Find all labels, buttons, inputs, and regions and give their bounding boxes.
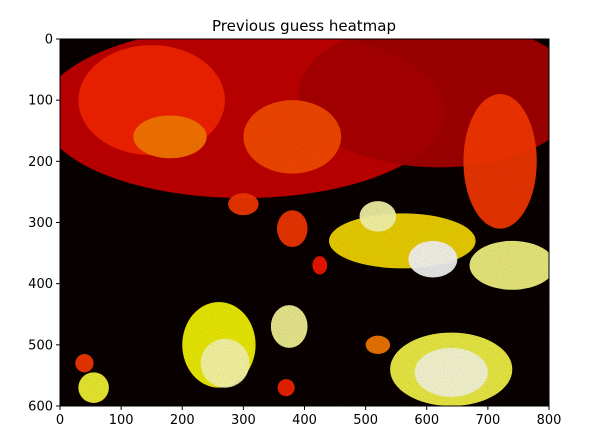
chart-title: Previous guess heatmap: [212, 17, 396, 35]
x-tick-label: 600: [414, 413, 439, 428]
x-tick-label: 300: [231, 413, 256, 428]
x-tick-label: 200: [170, 413, 195, 428]
y-tick-label: 600: [28, 400, 53, 415]
y-tick-label: 100: [28, 94, 53, 109]
y-tick-label: 400: [28, 277, 53, 292]
plot-area: [60, 39, 549, 406]
x-tick-label: 100: [109, 413, 134, 428]
x-tick-label: 700: [475, 413, 500, 428]
x-tick-label: 800: [537, 413, 562, 428]
x-axis: 0 100 200 300 400 500 600 700 800: [56, 406, 562, 428]
x-tick-label: 0: [56, 413, 64, 428]
x-tick-label: 500: [353, 413, 378, 428]
y-axis: 0 100 200 300 400 500 600: [28, 33, 60, 415]
y-tick-label: 200: [28, 155, 53, 170]
y-tick-label: 0: [45, 33, 53, 48]
y-tick-label: 500: [28, 338, 53, 353]
y-tick-label: 300: [28, 216, 53, 231]
heatmap-texture: [60, 39, 549, 406]
x-tick-label: 400: [292, 413, 317, 428]
